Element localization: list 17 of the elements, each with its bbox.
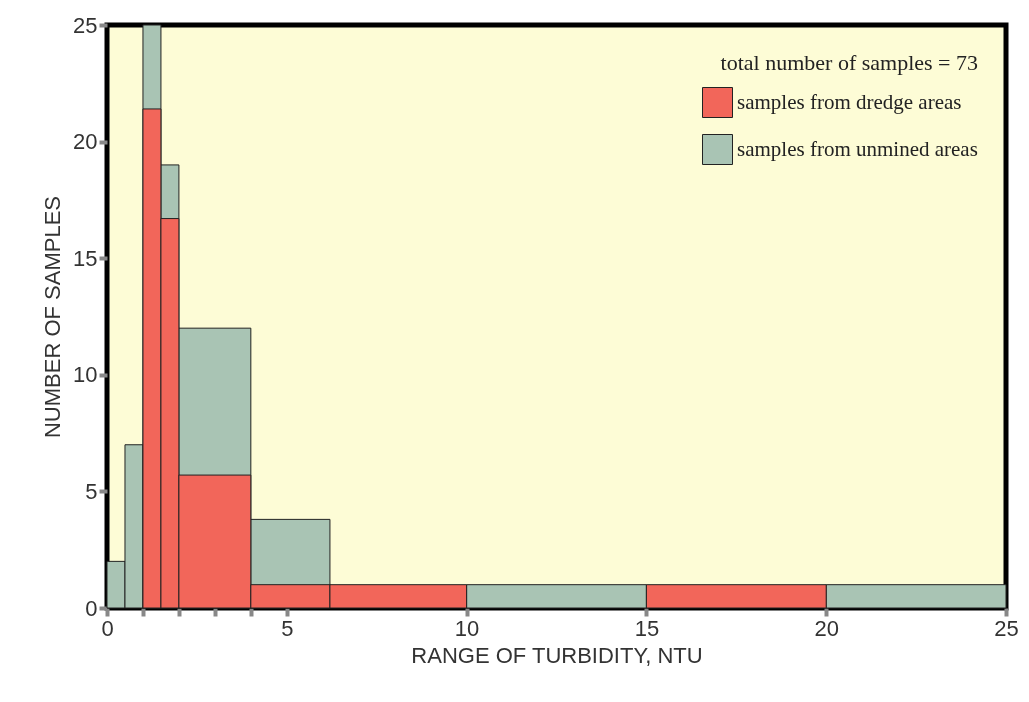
x-tick-label: 10	[454, 615, 480, 641]
x-tick-label: 5	[281, 615, 294, 641]
x-tick-label: 15	[634, 615, 660, 641]
legend-label: samples from unmined areas	[737, 136, 978, 161]
y-tick-label: 15	[73, 245, 98, 271]
y-tick-label: 25	[73, 12, 98, 38]
y-tick-label: 5	[85, 478, 98, 504]
y-tick-label: 10	[73, 362, 98, 388]
x-tick-label: 25	[994, 615, 1019, 641]
y-tick-label: 0	[85, 595, 98, 621]
y-tick-label: 20	[73, 129, 98, 155]
x-axis-title: RANGE OF TURBIDITY, NTU	[411, 642, 703, 668]
x-tick-label: 0	[101, 615, 114, 641]
legend-label: samples from dredge areas	[737, 89, 962, 114]
y-axis-title: NUMBER OF SAMPLES	[40, 195, 66, 439]
x-tick-label: 20	[814, 615, 839, 641]
annotation: total number of samples = 73	[720, 50, 978, 75]
